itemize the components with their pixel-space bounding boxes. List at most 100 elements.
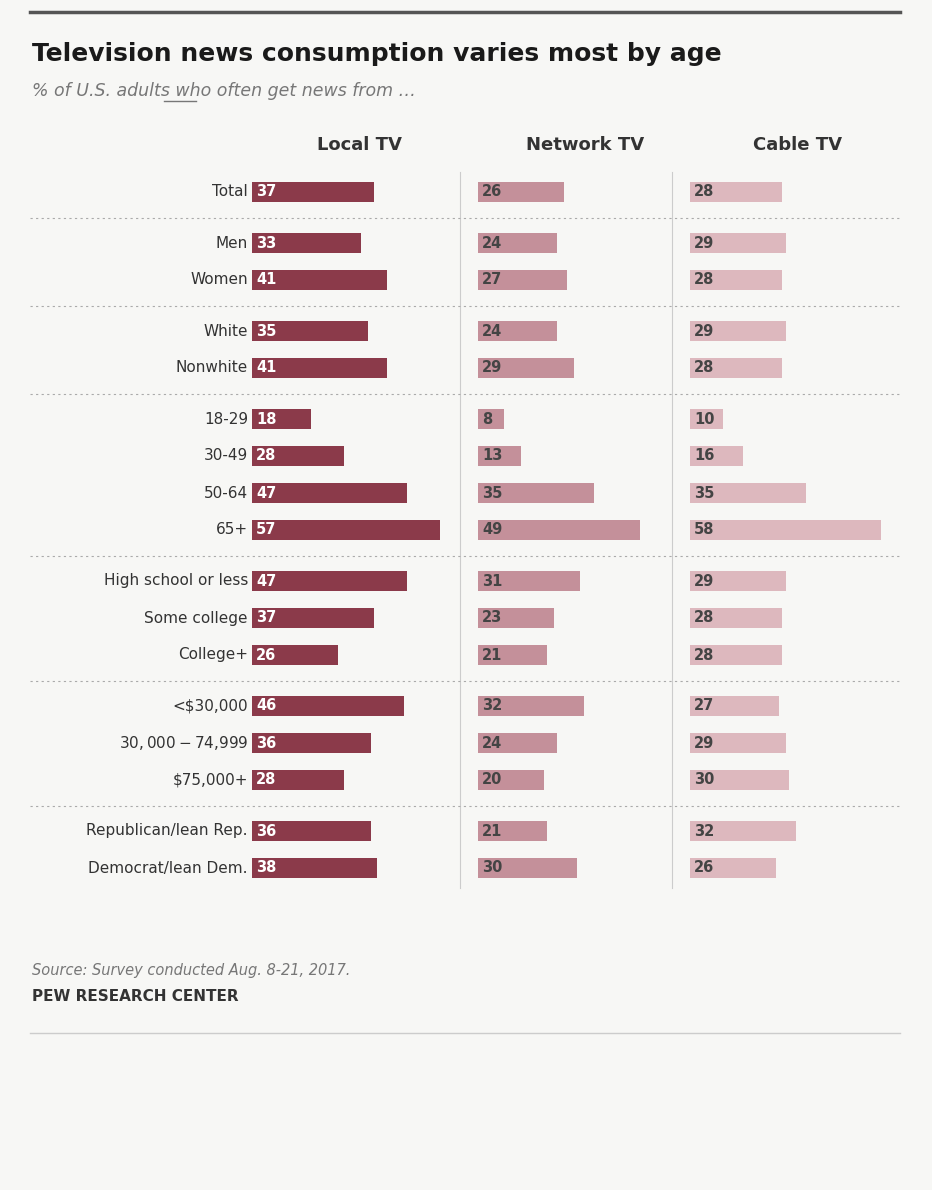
Bar xyxy=(690,409,723,430)
Text: Network TV: Network TV xyxy=(527,136,644,154)
Text: 29: 29 xyxy=(694,735,714,751)
Bar xyxy=(252,608,374,628)
Bar xyxy=(690,233,786,253)
Text: 24: 24 xyxy=(482,236,502,251)
Bar xyxy=(252,483,407,503)
Text: 18: 18 xyxy=(256,412,277,426)
Bar xyxy=(690,520,882,540)
Text: 23: 23 xyxy=(482,610,502,626)
Bar xyxy=(690,321,786,342)
Bar xyxy=(690,858,775,878)
Text: 28: 28 xyxy=(694,273,714,288)
Text: $75,000+: $75,000+ xyxy=(172,772,248,788)
Bar xyxy=(690,608,782,628)
Text: 28: 28 xyxy=(694,184,714,200)
Text: 32: 32 xyxy=(482,699,502,714)
Bar xyxy=(478,483,594,503)
Bar xyxy=(252,733,371,753)
Text: Cable TV: Cable TV xyxy=(753,136,842,154)
Text: $30,000-$74,999: $30,000-$74,999 xyxy=(118,734,248,752)
Bar xyxy=(690,571,786,591)
Text: 26: 26 xyxy=(694,860,714,876)
Text: 8: 8 xyxy=(482,412,492,426)
Text: Women: Women xyxy=(190,273,248,288)
Text: 28: 28 xyxy=(694,361,714,376)
Text: 57: 57 xyxy=(256,522,277,538)
Text: Source: Survey conducted Aug. 8-21, 2017.: Source: Survey conducted Aug. 8-21, 2017… xyxy=(32,963,350,978)
Bar xyxy=(252,770,345,790)
Text: 24: 24 xyxy=(482,324,502,338)
Bar xyxy=(478,608,554,628)
Text: College+: College+ xyxy=(178,647,248,663)
Text: Republican/lean Rep.: Republican/lean Rep. xyxy=(87,823,248,839)
Bar xyxy=(690,696,779,716)
Text: 65+: 65+ xyxy=(216,522,248,538)
Bar xyxy=(478,696,583,716)
Text: 30: 30 xyxy=(694,772,714,788)
Text: 32: 32 xyxy=(694,823,714,839)
Text: 28: 28 xyxy=(694,610,714,626)
Text: 47: 47 xyxy=(256,574,276,589)
Text: 46: 46 xyxy=(256,699,276,714)
Bar xyxy=(478,645,547,665)
Text: 26: 26 xyxy=(482,184,502,200)
Bar xyxy=(478,821,547,841)
Text: % of U.S. adults who often get news from …: % of U.S. adults who often get news from… xyxy=(32,82,416,100)
Text: 35: 35 xyxy=(482,486,502,501)
Bar xyxy=(478,409,504,430)
Text: 16: 16 xyxy=(694,449,714,463)
Text: <$30,000: <$30,000 xyxy=(172,699,248,714)
Text: 21: 21 xyxy=(482,647,502,663)
Text: 36: 36 xyxy=(256,823,276,839)
Bar xyxy=(478,233,557,253)
Bar xyxy=(690,483,805,503)
Text: 35: 35 xyxy=(694,486,714,501)
Text: 31: 31 xyxy=(482,574,502,589)
Text: Local TV: Local TV xyxy=(317,136,402,154)
Text: 18-29: 18-29 xyxy=(204,412,248,426)
Text: 37: 37 xyxy=(256,610,276,626)
Text: 28: 28 xyxy=(256,449,277,463)
Bar xyxy=(252,858,377,878)
Bar xyxy=(478,520,639,540)
Bar xyxy=(690,358,782,378)
Text: 10: 10 xyxy=(694,412,715,426)
Text: Television news consumption varies most by age: Television news consumption varies most … xyxy=(32,42,721,65)
Bar xyxy=(252,520,440,540)
Text: 35: 35 xyxy=(256,324,277,338)
Text: 37: 37 xyxy=(256,184,276,200)
Text: 20: 20 xyxy=(482,772,502,788)
Bar xyxy=(690,770,789,790)
Text: 24: 24 xyxy=(482,735,502,751)
Bar xyxy=(478,182,564,202)
Bar xyxy=(252,182,374,202)
Bar xyxy=(252,571,407,591)
Bar xyxy=(252,409,311,430)
Text: Men: Men xyxy=(215,236,248,251)
Text: Nonwhite: Nonwhite xyxy=(176,361,248,376)
Bar xyxy=(478,733,557,753)
Text: 28: 28 xyxy=(694,647,714,663)
Text: 49: 49 xyxy=(482,522,502,538)
Text: 30-49: 30-49 xyxy=(204,449,248,463)
Bar xyxy=(690,446,743,466)
Text: Democrat/lean Dem.: Democrat/lean Dem. xyxy=(89,860,248,876)
Text: 30: 30 xyxy=(482,860,502,876)
Text: 27: 27 xyxy=(694,699,714,714)
Bar xyxy=(252,321,367,342)
Text: Total: Total xyxy=(212,184,248,200)
Bar xyxy=(690,821,796,841)
Text: High school or less: High school or less xyxy=(103,574,248,589)
Bar xyxy=(690,270,782,290)
Bar xyxy=(252,821,371,841)
Text: 13: 13 xyxy=(482,449,502,463)
Text: 38: 38 xyxy=(256,860,277,876)
Text: 41: 41 xyxy=(256,361,277,376)
Bar xyxy=(252,358,388,378)
Bar xyxy=(690,645,782,665)
Text: 36: 36 xyxy=(256,735,276,751)
Bar xyxy=(690,182,782,202)
Bar xyxy=(252,446,345,466)
Bar xyxy=(478,571,581,591)
Text: 29: 29 xyxy=(694,236,714,251)
